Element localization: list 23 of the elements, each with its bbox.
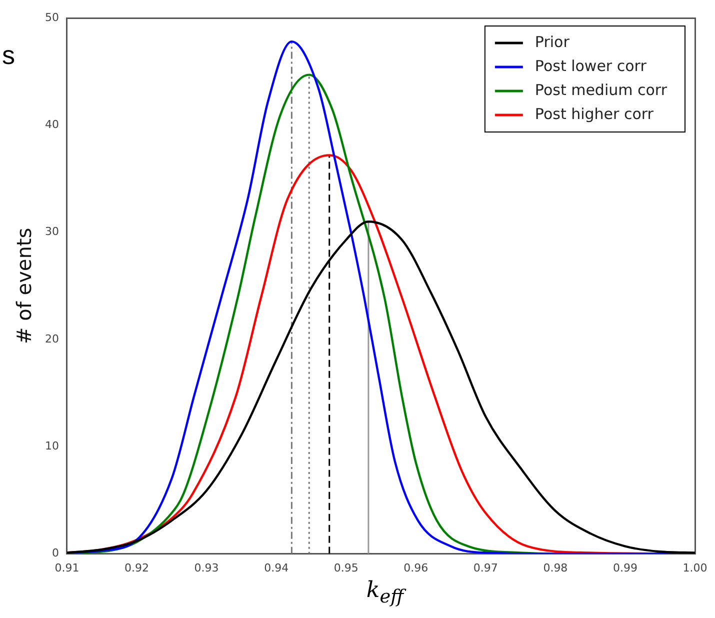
y-tick-label: 30: [44, 225, 59, 238]
x-tick-label: 0.99: [612, 561, 638, 574]
x-tick-label: 0.96: [404, 561, 428, 574]
text: s: [2, 40, 15, 71]
legend-label: Post medium corr: [534, 80, 668, 99]
legend-label: Post higher corr: [534, 104, 654, 123]
y-tick-label: 40: [44, 118, 59, 132]
x-tick-label: 0.98: [543, 561, 568, 574]
legend-label: Prior: [534, 32, 570, 51]
y-tick-label: 20: [44, 332, 59, 346]
x-tick-label: 0.94: [264, 561, 289, 574]
x-tick-label: 0.92: [124, 561, 150, 574]
x-tick-label: 0.95: [334, 561, 358, 574]
y-axis-title: # of events: [12, 228, 36, 344]
x-tick-label: 0.97: [473, 561, 498, 574]
y-tick-label: 10: [44, 440, 59, 452]
x-tick-label: 1.00: [682, 561, 708, 574]
y-tick-label: 50: [44, 10, 59, 24]
x-tick-label: 0.91: [54, 561, 80, 574]
x-tick-label: 0.93: [194, 561, 219, 574]
legend-label: Post lower corr: [534, 56, 648, 75]
y-tick-label: 0: [52, 546, 59, 560]
x-axis-title: k$_{eff}$: [365, 578, 408, 608]
